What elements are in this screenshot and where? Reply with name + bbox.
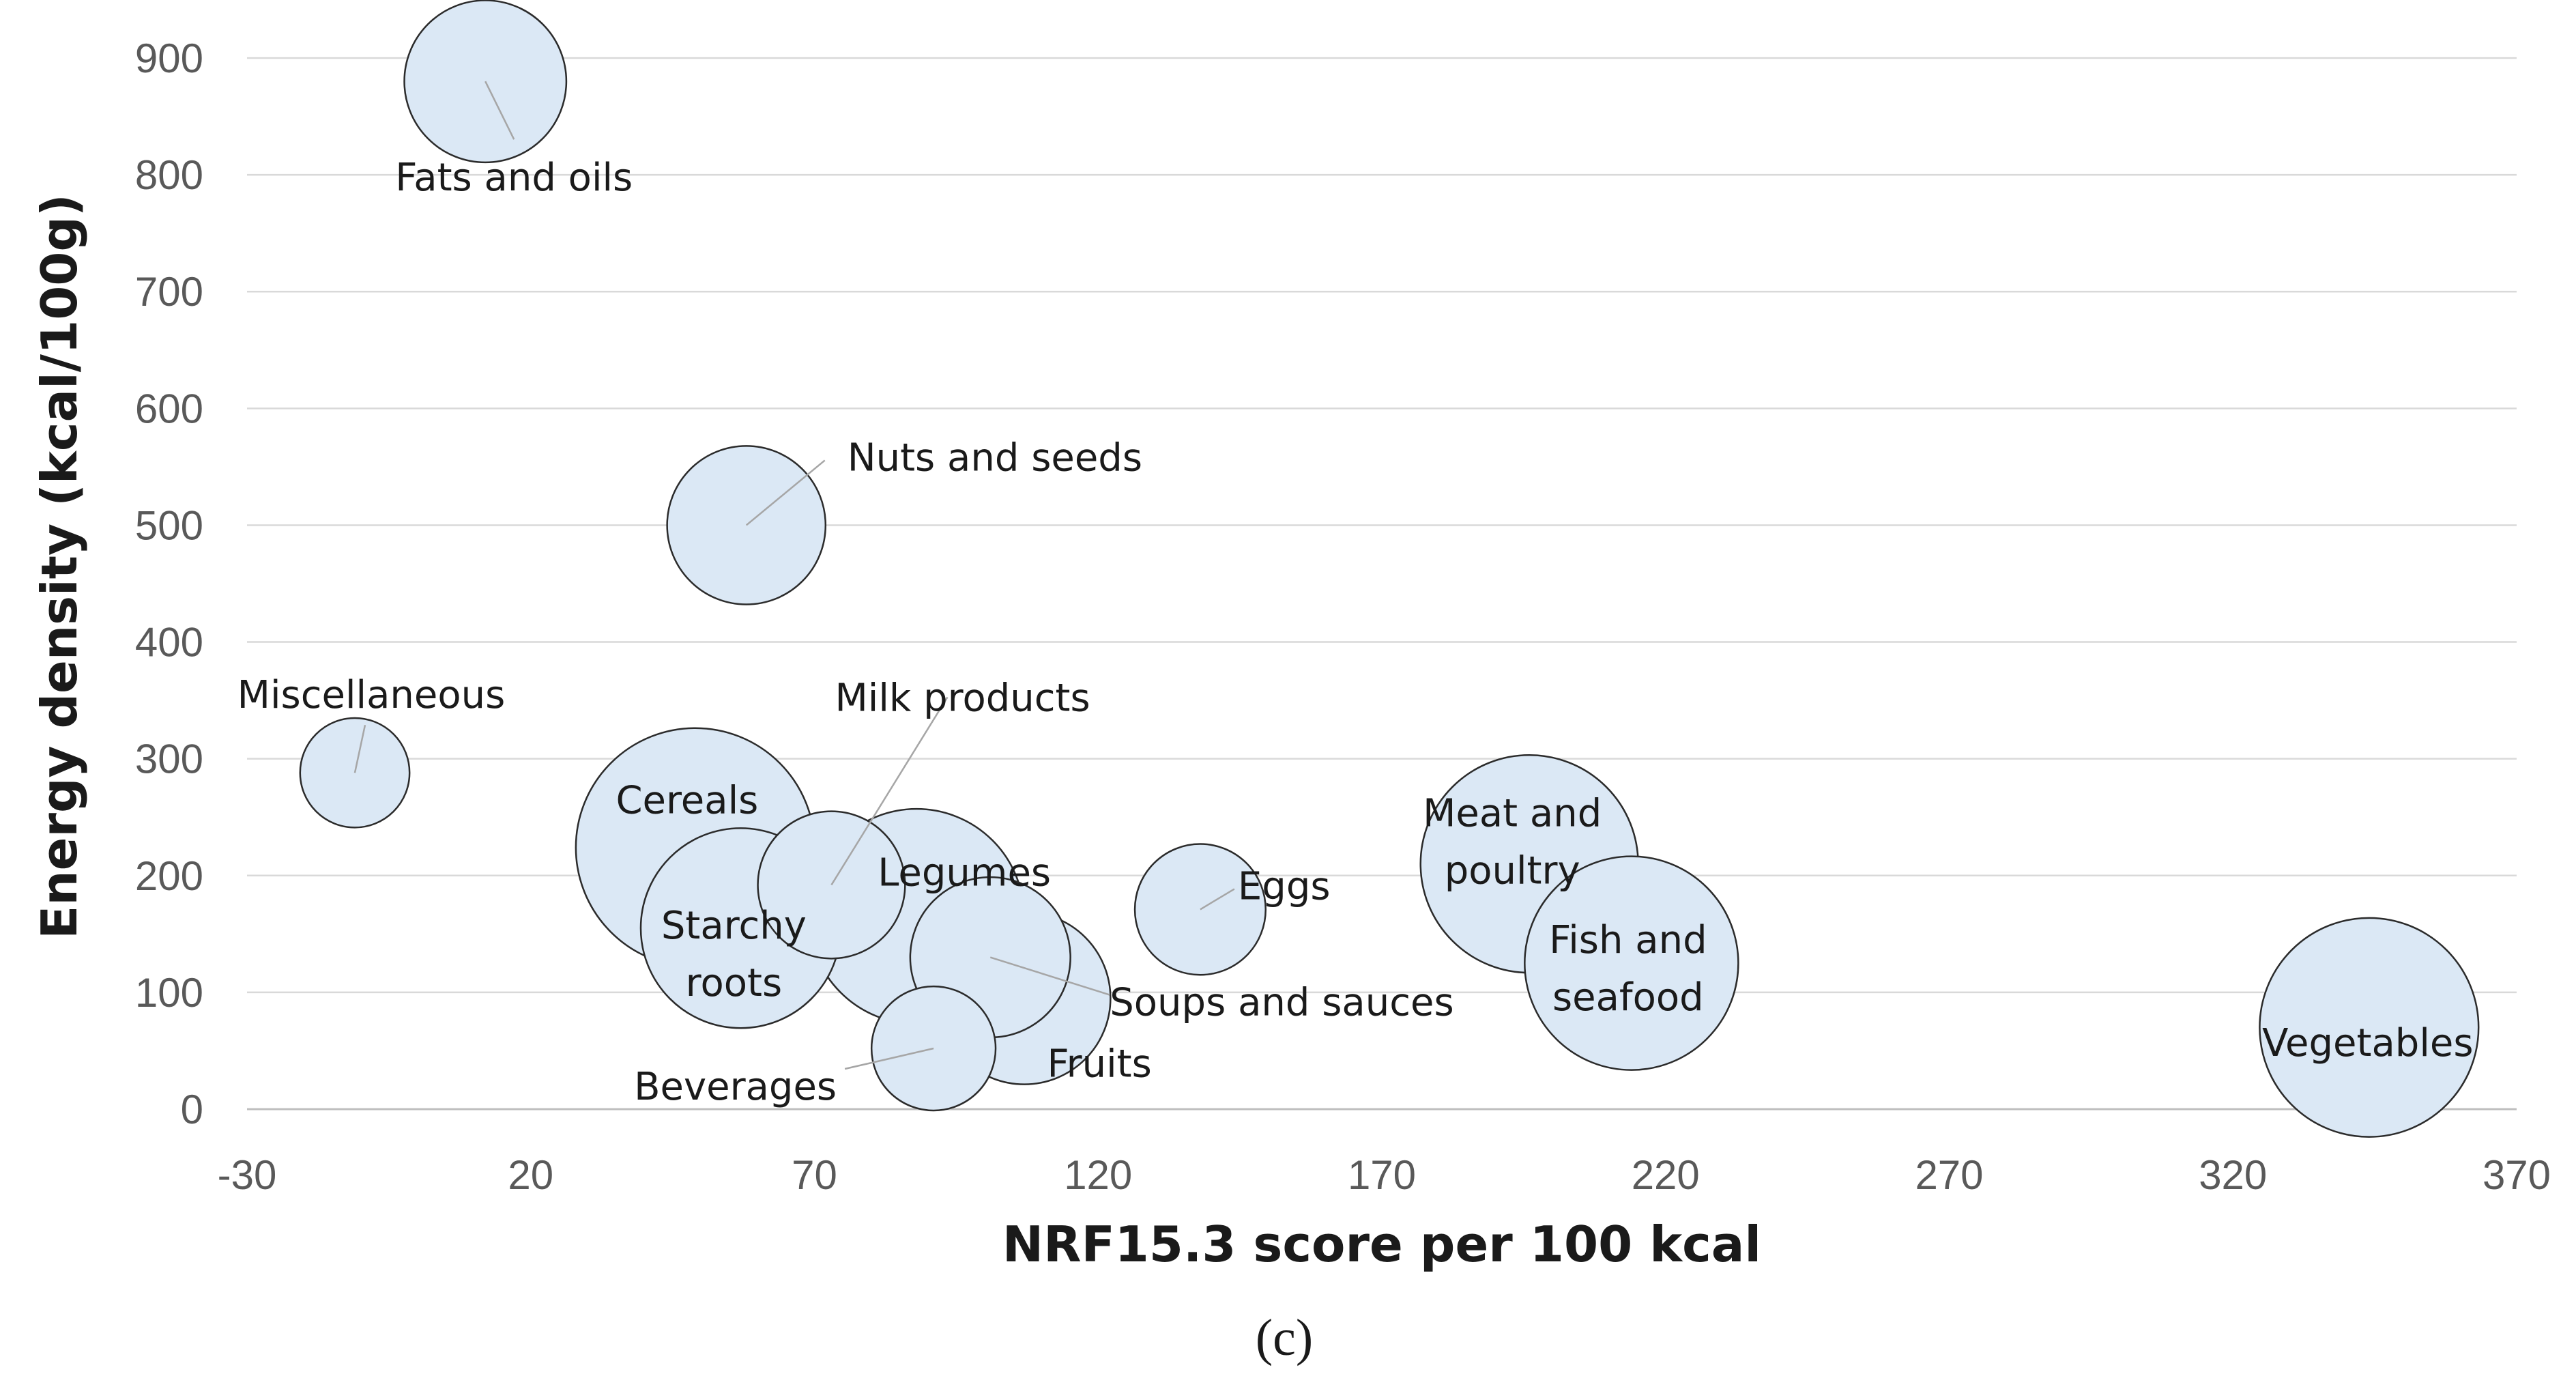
x-tick-label: -30 [218, 1152, 277, 1198]
x-tick-label: 70 [792, 1152, 837, 1198]
leader-line [830, 696, 949, 886]
leader-line [484, 81, 515, 140]
x-tick-label: 270 [1915, 1152, 1983, 1198]
y-tick-label: 900 [135, 35, 203, 81]
bubble-label: Fruits [1047, 1042, 1151, 1086]
y-tick-label: 500 [135, 502, 203, 548]
bubble-label: Milk products [835, 676, 1090, 720]
leader-line [844, 1047, 934, 1070]
bubble-label: Cereals [616, 779, 758, 823]
x-tick-label: 220 [1632, 1152, 1700, 1198]
bubble-label: Nuts and seeds [848, 435, 1142, 480]
bubble-vegetables [2259, 917, 2480, 1138]
x-tick-label: 370 [2483, 1152, 2551, 1198]
bubble-label: Eggs [1238, 864, 1331, 908]
leader-line [1200, 888, 1235, 911]
bubble-labels: Fats and oils Nuts and seeds Miscellaneous… [237, 81, 2474, 1109]
bubble-label: Meat and [1423, 792, 1602, 836]
leader-line [989, 956, 1110, 996]
leader-line [353, 724, 366, 773]
y-tick-label: 100 [135, 970, 203, 1016]
bubble-label: Fats and oils [395, 156, 633, 200]
gridlines [247, 57, 2517, 1111]
y-tick-label: 400 [135, 620, 203, 665]
bubble-label: Miscellaneous [237, 673, 506, 717]
y-tick-label: 0 [181, 1087, 203, 1132]
bubble-label: Soups and sauces [1110, 981, 1453, 1025]
bubble-label: Fish and [1549, 918, 1707, 962]
x-axis-title: NRF15.3 score per 100 kcal [1002, 1216, 1761, 1273]
bubble-label: Starchy [661, 904, 807, 948]
bubble-fish-and-seafood [1524, 855, 1739, 1071]
y-tick-label: 300 [135, 736, 203, 782]
bubble-label: poultry [1445, 849, 1580, 893]
bubble-label: Beverages [634, 1065, 837, 1109]
x-tick-label: 320 [2199, 1152, 2267, 1198]
x-tick-label: 120 [1064, 1152, 1132, 1198]
bubble-label: roots [686, 961, 782, 1005]
bubble-label: Vegetables [2262, 1021, 2473, 1065]
figure-caption: (c) [1256, 1309, 1313, 1366]
y-tick-label: 700 [135, 269, 203, 315]
x-tick-label: 170 [1348, 1152, 1416, 1198]
bubble-label: seafood [1552, 975, 1704, 1020]
y-tick-label: 800 [135, 152, 203, 198]
y-tick-label: 600 [135, 386, 203, 431]
y-axis-title: Energy density (kcal/100g) [31, 194, 88, 939]
y-tick-label: 200 [135, 853, 203, 899]
x-tick-label: 20 [508, 1152, 553, 1198]
bubble-label: Legumes [878, 851, 1051, 896]
axis-ticks: 0 100 200 300 400 500 600 700 800 900 -30 20 70 120 17… [135, 35, 2551, 1198]
leader-line [745, 459, 826, 526]
